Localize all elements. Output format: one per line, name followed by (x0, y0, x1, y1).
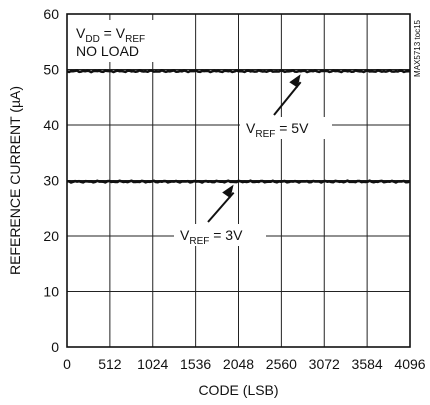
x-tick-label: 512 (98, 356, 122, 372)
x-tick-label: 1536 (180, 356, 211, 372)
y-tick-label: 60 (43, 6, 59, 22)
annotation-vref-5v-label-bg (240, 117, 332, 139)
x-tick-label: 2560 (266, 356, 297, 372)
annotation-vref-3v-label: VREF = 3V (180, 227, 243, 247)
annotation-vref-3v-label-bg (174, 224, 266, 246)
x-tick-label: 2048 (223, 356, 254, 372)
data-series-line (67, 179, 411, 184)
x-tick-label: 3072 (309, 356, 340, 372)
condition-vdd-vref: VDD = VREF (76, 25, 145, 45)
tick-labels: 0 512 1024 1536 2048 2560 3072 3584 4096 0 10 20 30 4… (43, 6, 425, 372)
x-tick-label: 4096 (394, 356, 425, 372)
y-tick-label: 10 (43, 284, 59, 300)
annotation-vref-3v-arrow-shaft (207, 191, 235, 223)
x-axis-label: CODE (LSB) (198, 382, 278, 398)
data-series-line (66, 69, 410, 74)
y-tick-label: 40 (43, 117, 59, 133)
annotation-vref-5v-arrow-shaft (273, 81, 302, 116)
x-tick-label: 0 (63, 356, 71, 372)
annotation-vref-5v-label: VREF = 5V (246, 120, 309, 140)
plot-frame (66, 13, 411, 348)
figure-id: MAX5713 toc15 (413, 19, 422, 76)
x-tick-label: 3584 (352, 356, 383, 372)
series-group (66, 69, 411, 184)
x-tick-label: 1024 (137, 356, 168, 372)
condition-box (72, 20, 168, 62)
annotation-vref-3v-arrow-head (222, 184, 234, 199)
y-tick-label: 0 (51, 339, 59, 355)
y-tick-label: 50 (43, 62, 59, 78)
y-tick-label: 20 (43, 228, 59, 244)
y-axis-label: REFERENCE CURRENT (µA) (7, 86, 23, 275)
y-tick-label: 30 (43, 173, 59, 189)
condition-no-load: NO LOAD (76, 43, 139, 59)
annotation-vref-5v-arrow-head (289, 74, 301, 88)
